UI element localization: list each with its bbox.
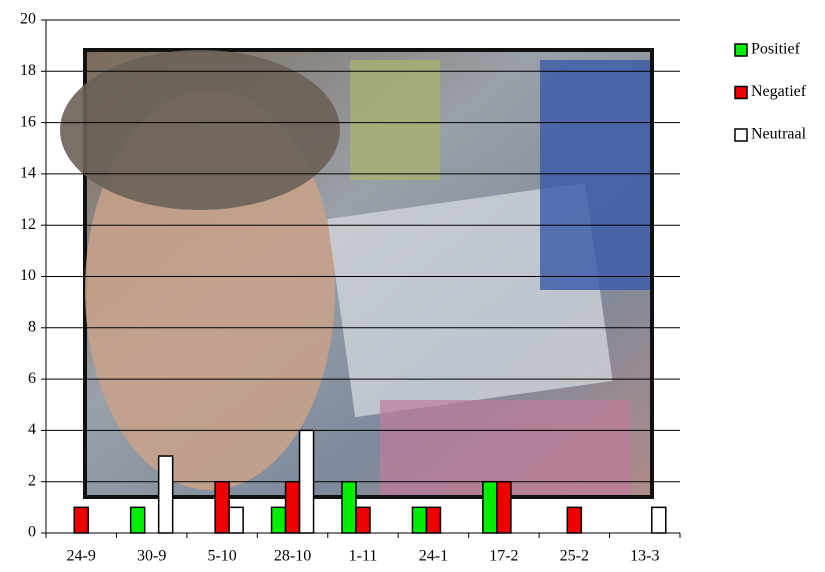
bar bbox=[355, 506, 371, 534]
x-tick-label: 24-9 bbox=[67, 548, 96, 565]
bar bbox=[284, 480, 301, 534]
y-tick-label: 8 bbox=[28, 318, 36, 335]
x-tick-label: 13-3 bbox=[630, 548, 659, 565]
background-photo bbox=[60, 48, 654, 499]
bar bbox=[270, 506, 287, 534]
y-tick-label: 14 bbox=[20, 165, 36, 182]
bar bbox=[411, 506, 428, 534]
bar bbox=[341, 480, 357, 534]
bar bbox=[496, 480, 512, 534]
x-tick-label: 17-2 bbox=[489, 548, 518, 565]
legend-swatch bbox=[734, 43, 748, 57]
y-tick-label: 12 bbox=[20, 216, 36, 233]
y-tick-label: 0 bbox=[28, 524, 36, 541]
bar bbox=[482, 480, 498, 534]
y-tick-label: 6 bbox=[28, 370, 36, 387]
y-tick-label: 4 bbox=[28, 421, 36, 438]
y-tick-label: 2 bbox=[28, 472, 36, 489]
legend-label: Neutraal bbox=[751, 126, 807, 143]
y-tick-label: 16 bbox=[20, 113, 36, 130]
bar bbox=[228, 506, 244, 534]
bar bbox=[129, 506, 146, 534]
x-tick-label: 30-9 bbox=[137, 548, 166, 565]
legend-swatch bbox=[734, 85, 748, 100]
bar bbox=[214, 480, 230, 534]
y-tick-label: 18 bbox=[20, 62, 36, 79]
x-tick-label: 5-10 bbox=[207, 548, 236, 565]
bar bbox=[73, 506, 89, 534]
legend-label: Positief bbox=[751, 41, 801, 58]
bar bbox=[651, 506, 667, 534]
bar bbox=[425, 506, 442, 534]
bar bbox=[566, 506, 583, 534]
bar bbox=[298, 429, 315, 534]
x-tick-label: 1-11 bbox=[349, 548, 378, 565]
bar bbox=[157, 455, 174, 534]
x-tick-label: 25-2 bbox=[560, 548, 589, 565]
y-tick-label: 10 bbox=[20, 267, 36, 284]
x-tick-label: 24-1 bbox=[419, 548, 448, 565]
legend-swatch bbox=[734, 128, 748, 142]
legend-label: Negatief bbox=[751, 83, 807, 100]
y-tick-label: 20 bbox=[20, 11, 36, 28]
x-tick-label: 28-10 bbox=[274, 548, 311, 565]
